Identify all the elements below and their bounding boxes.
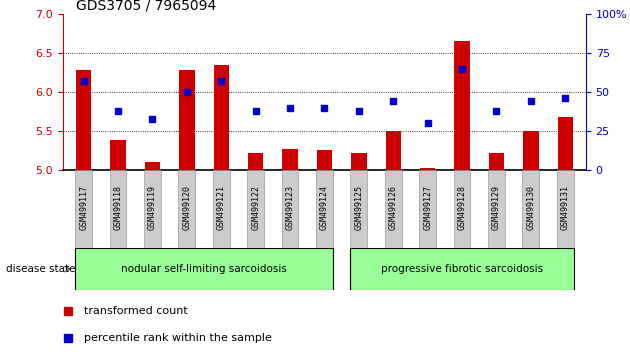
Text: GSM499125: GSM499125 xyxy=(354,185,364,230)
Bar xyxy=(317,150,332,170)
Bar xyxy=(248,153,263,170)
Bar xyxy=(385,170,402,248)
Text: GSM499121: GSM499121 xyxy=(217,185,226,230)
Text: GSM499126: GSM499126 xyxy=(389,185,398,230)
Text: disease state: disease state xyxy=(6,264,76,274)
Bar xyxy=(213,170,230,248)
Bar xyxy=(350,170,367,248)
Bar xyxy=(247,170,264,248)
Text: GSM499124: GSM499124 xyxy=(320,185,329,230)
Text: GSM499130: GSM499130 xyxy=(526,185,536,230)
Bar xyxy=(75,170,92,248)
Bar xyxy=(351,153,367,170)
Bar xyxy=(75,248,333,290)
Text: GSM499123: GSM499123 xyxy=(285,185,295,230)
Bar xyxy=(145,162,160,170)
Bar xyxy=(350,248,574,290)
Bar xyxy=(488,170,505,248)
Text: GSM499127: GSM499127 xyxy=(423,185,432,230)
Bar xyxy=(558,117,573,170)
Bar xyxy=(454,41,470,170)
Bar xyxy=(144,170,161,248)
Text: GSM499120: GSM499120 xyxy=(182,185,192,230)
Text: GSM499118: GSM499118 xyxy=(113,185,123,230)
Text: nodular self-limiting sarcoidosis: nodular self-limiting sarcoidosis xyxy=(121,264,287,274)
Text: GSM499122: GSM499122 xyxy=(251,185,260,230)
Bar xyxy=(178,170,195,248)
Bar xyxy=(489,153,504,170)
Bar xyxy=(76,70,91,170)
Bar xyxy=(522,170,539,248)
Bar xyxy=(557,170,574,248)
Text: GDS3705 / 7965094: GDS3705 / 7965094 xyxy=(76,0,216,12)
Text: transformed count: transformed count xyxy=(84,306,188,316)
Bar xyxy=(110,170,127,248)
Text: GSM499131: GSM499131 xyxy=(561,185,570,230)
Bar xyxy=(316,170,333,248)
Text: GSM499117: GSM499117 xyxy=(79,185,88,230)
Bar xyxy=(110,140,126,170)
Bar xyxy=(454,170,471,248)
Bar xyxy=(282,170,299,248)
Bar xyxy=(420,167,435,170)
Bar xyxy=(419,170,436,248)
Bar xyxy=(386,131,401,170)
Bar xyxy=(523,131,539,170)
Bar xyxy=(179,70,195,170)
Bar xyxy=(214,65,229,170)
Bar xyxy=(282,149,298,170)
Text: percentile rank within the sample: percentile rank within the sample xyxy=(84,333,272,343)
Text: GSM499128: GSM499128 xyxy=(457,185,467,230)
Text: GSM499129: GSM499129 xyxy=(492,185,501,230)
Text: GSM499119: GSM499119 xyxy=(148,185,157,230)
Text: progressive fibrotic sarcoidosis: progressive fibrotic sarcoidosis xyxy=(381,264,543,274)
